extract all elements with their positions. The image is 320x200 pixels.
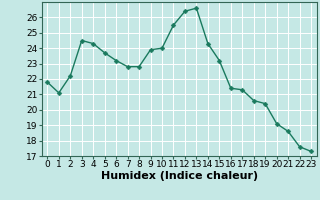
X-axis label: Humidex (Indice chaleur): Humidex (Indice chaleur) [100, 171, 258, 181]
